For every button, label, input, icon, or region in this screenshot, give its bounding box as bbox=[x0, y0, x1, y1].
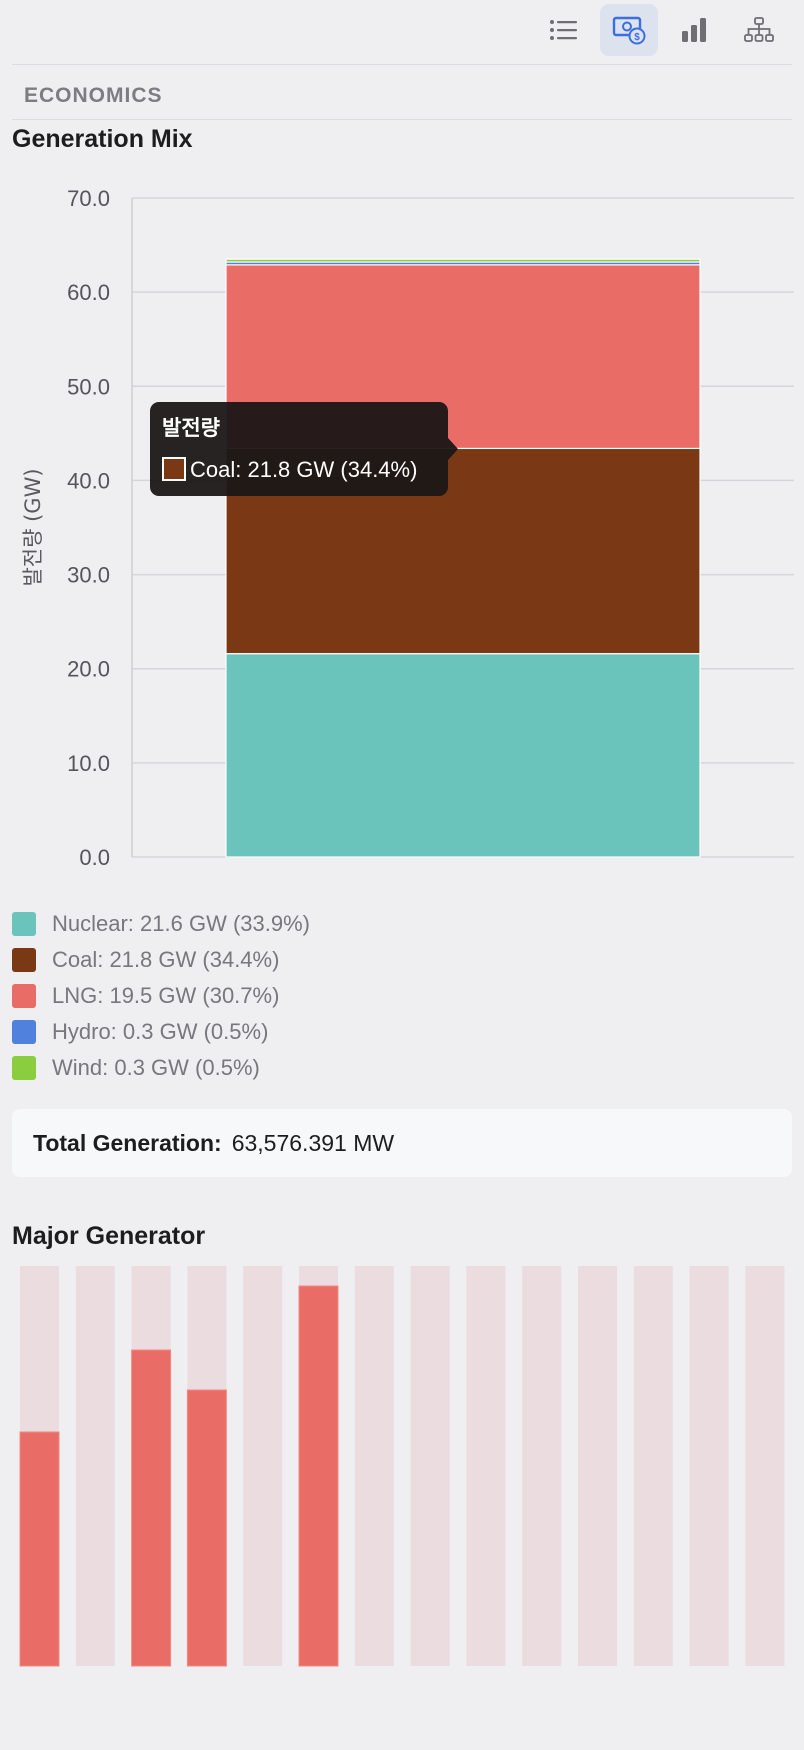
chart-tooltip: 발전량 Coal: 21.8 GW (34.4%) bbox=[150, 402, 458, 496]
legend-item[interactable]: Coal: 21.8 GW (34.4%) bbox=[12, 942, 310, 978]
total-generation-value: 63,576.391 MW bbox=[231, 1129, 395, 1156]
generator-bar-track bbox=[354, 1266, 394, 1666]
legend-item[interactable]: Hydro: 0.3 GW (0.5%) bbox=[12, 1014, 310, 1050]
legend-swatch bbox=[12, 984, 36, 1008]
generator-bar-track bbox=[522, 1266, 562, 1666]
y-tick-label: 60.0 bbox=[67, 280, 110, 305]
svg-text:$: $ bbox=[634, 32, 640, 43]
legend-swatch bbox=[12, 1056, 36, 1080]
list-icon bbox=[550, 20, 577, 40]
legend-label: Coal: 21.8 GW (34.4%) bbox=[52, 947, 280, 972]
legend-swatch bbox=[12, 912, 36, 936]
section-divider bbox=[12, 119, 792, 120]
y-tick-label: 20.0 bbox=[67, 657, 110, 682]
tooltip-title: 발전량 bbox=[162, 416, 220, 440]
generator-bar-track bbox=[578, 1266, 617, 1666]
legend-label: Hydro: 0.3 GW (0.5%) bbox=[52, 1019, 269, 1044]
bar-segment-wind[interactable] bbox=[225, 258, 701, 263]
generator-bar-track bbox=[75, 1266, 115, 1666]
legend-item[interactable]: LNG: 19.5 GW (30.7%) bbox=[12, 978, 310, 1014]
toolbar-divider bbox=[12, 64, 792, 65]
tooltip-text: Coal: 21.8 GW (34.4%) bbox=[190, 457, 417, 482]
major-generator-title: Major Generator bbox=[12, 1222, 206, 1250]
tooltip-box bbox=[150, 402, 448, 496]
y-tick-label: 0.0 bbox=[79, 845, 110, 870]
tooltip-pointer bbox=[448, 438, 458, 460]
total-generation-card: Total Generation: 63,576.391 MW bbox=[12, 1109, 792, 1177]
generator-bar[interactable] bbox=[298, 1285, 339, 1667]
generator-bar[interactable] bbox=[19, 1431, 60, 1667]
generation-mix-chart: 0.0 10.0 20.0 30.0 40.0 50.0 60.0 70.0 발전량 (GW) 발… bbox=[21, 186, 794, 870]
generator-bar-track bbox=[466, 1266, 506, 1666]
bar-segment-nuclear[interactable] bbox=[225, 653, 701, 858]
total-generation-label: Total Generation: bbox=[33, 1129, 222, 1156]
economics-money-icon: $ bbox=[612, 16, 646, 45]
legend-item[interactable]: Wind: 0.3 GW (0.5%) bbox=[12, 1050, 310, 1086]
generator-bar-track bbox=[689, 1266, 729, 1666]
tooltip-swatch bbox=[162, 457, 186, 481]
legend-label: Nuclear: 21.6 GW (33.9%) bbox=[52, 911, 310, 936]
y-tick-label: 30.0 bbox=[67, 563, 110, 588]
legend-label: Wind: 0.3 GW (0.5%) bbox=[52, 1055, 260, 1080]
y-axis-label: 발전량 (GW) bbox=[21, 468, 45, 586]
generator-bar-track bbox=[633, 1266, 673, 1666]
bar-chart-view-button[interactable] bbox=[665, 4, 723, 56]
legend-item[interactable]: Nuclear: 21.6 GW (33.9%) bbox=[12, 906, 310, 942]
list-view-button[interactable] bbox=[535, 4, 593, 56]
legend-label: LNG: 19.5 GW (30.7%) bbox=[52, 983, 280, 1008]
hierarchy-icon bbox=[744, 17, 774, 42]
section-label: ECONOMICS bbox=[24, 84, 163, 107]
economics-view-button[interactable]: $ bbox=[600, 4, 658, 56]
generator-bar[interactable] bbox=[186, 1389, 227, 1667]
y-tick-label: 70.0 bbox=[67, 186, 110, 211]
bar-segment-lng[interactable] bbox=[225, 264, 701, 450]
y-tick-label: 10.0 bbox=[67, 751, 110, 776]
hierarchy-view-button[interactable] bbox=[730, 4, 788, 56]
legend-swatch bbox=[12, 1020, 36, 1044]
y-tick-label: 40.0 bbox=[67, 468, 110, 493]
generator-bar[interactable] bbox=[131, 1349, 172, 1667]
generation-mix-legend: Nuclear: 21.6 GW (33.9%) Coal: 21.8 GW (3… bbox=[12, 906, 310, 1086]
bar-chart-icon bbox=[682, 18, 706, 42]
generator-bar-track bbox=[410, 1266, 450, 1666]
generation-mix-title: Generation Mix bbox=[12, 125, 193, 153]
y-tick-label: 50.0 bbox=[67, 374, 110, 399]
generator-bar-track bbox=[745, 1266, 785, 1666]
view-toolbar: $ bbox=[0, 0, 804, 64]
generator-bar-track bbox=[243, 1266, 283, 1666]
legend-swatch bbox=[12, 948, 36, 972]
major-generator-chart bbox=[19, 1266, 785, 1667]
